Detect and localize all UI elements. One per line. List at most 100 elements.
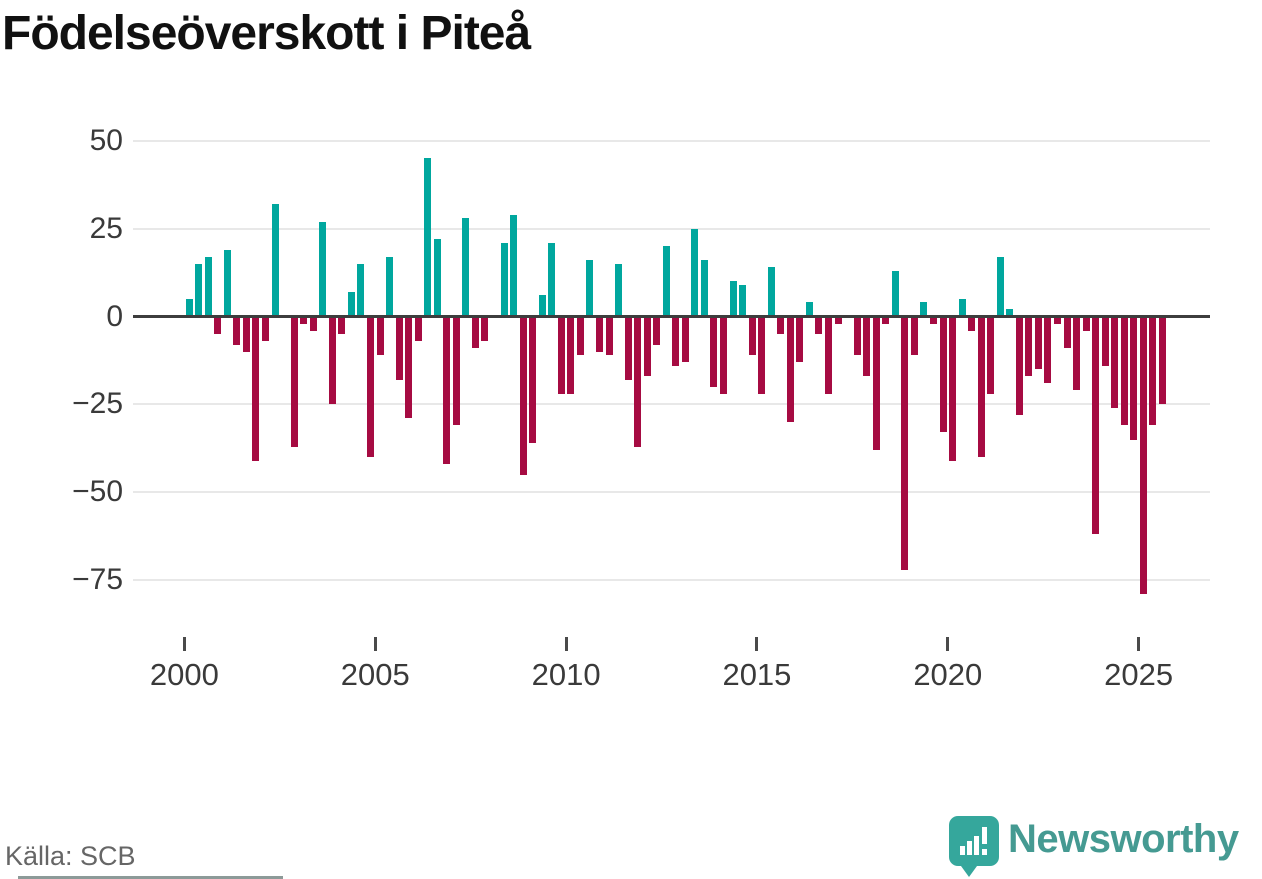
bar-2018-Q4 — [901, 316, 909, 570]
bar-2023-Q4 — [1092, 316, 1100, 535]
bar-2008-Q4 — [519, 316, 527, 475]
x-tick-2005 — [373, 637, 377, 651]
bar-2005-Q1 — [376, 316, 384, 356]
bar-2010-Q4 — [595, 316, 603, 352]
gridline--50 — [133, 491, 1210, 494]
bar-2004-Q1 — [338, 316, 346, 335]
bar-2021-Q1 — [987, 316, 995, 394]
bar-2023-Q1 — [1063, 316, 1071, 349]
bar-2025-Q3 — [1158, 316, 1166, 405]
bar-2002-Q2 — [271, 204, 279, 317]
x-tick-2020 — [946, 637, 950, 651]
bar-2003-Q4 — [328, 316, 336, 405]
x-axis-zero-line — [133, 315, 1210, 318]
x-axis-label-2015: 2015 — [722, 657, 792, 692]
x-tick-2025 — [1137, 637, 1141, 651]
bar-2020-Q1 — [949, 316, 957, 461]
bar-2019-Q3 — [929, 316, 937, 324]
bar-2012-Q4 — [672, 316, 680, 366]
bar-2017-Q3 — [853, 316, 861, 356]
bar-2009-Q1 — [529, 316, 537, 444]
bar-2020-Q2 — [958, 298, 966, 317]
bar-2013-Q3 — [700, 260, 708, 317]
bar-2013-Q1 — [681, 316, 689, 363]
bar-2009-Q4 — [557, 316, 565, 394]
bar-2006-Q4 — [443, 316, 451, 465]
bar-2017-Q1 — [834, 316, 842, 324]
bar-2011-Q4 — [634, 316, 642, 447]
bar-2006-Q2 — [424, 158, 432, 317]
bar-2023-Q2 — [1073, 316, 1081, 391]
newsworthy-wordmark: Newsworthy — [1008, 817, 1239, 861]
gridline--25 — [133, 403, 1210, 406]
bar-2012-Q3 — [662, 246, 670, 317]
x-tick-2010 — [564, 637, 568, 651]
bar-2011-Q2 — [615, 263, 623, 317]
newsworthy-logo: Newsworthy — [948, 815, 1258, 877]
bar-2007-Q2 — [462, 218, 470, 317]
bar-2021-Q3 — [1006, 309, 1014, 317]
gridline--75 — [133, 579, 1210, 582]
bar-2008-Q3 — [510, 214, 518, 317]
bar-2010-Q2 — [576, 316, 584, 356]
bar-2009-Q3 — [548, 242, 556, 317]
bar-2007-Q4 — [481, 316, 489, 342]
bar-2015-Q3 — [777, 316, 785, 335]
bar-2021-Q4 — [1015, 316, 1023, 415]
bar-2018-Q3 — [891, 270, 899, 317]
bar-2014-Q1 — [720, 316, 728, 394]
bar-2004-Q4 — [366, 316, 374, 458]
bar-2020-Q4 — [977, 316, 985, 458]
bar-2015-Q2 — [767, 267, 775, 317]
bar-2024-Q1 — [1101, 316, 1109, 366]
y-axis-label--50: −50 — [72, 475, 123, 509]
bar-2000-Q3 — [204, 256, 212, 317]
bar-2004-Q2 — [347, 291, 355, 317]
y-axis-label-25: 25 — [89, 211, 123, 245]
bar-2022-Q3 — [1044, 316, 1052, 384]
bar-2004-Q3 — [357, 263, 365, 317]
bottom-edge-strip — [18, 876, 283, 879]
bar-2018-Q1 — [872, 316, 880, 451]
x-axis-label-2005: 2005 — [340, 657, 410, 692]
bar-2024-Q4 — [1130, 316, 1138, 440]
bar-2022-Q1 — [1025, 316, 1033, 377]
bar-2018-Q2 — [882, 316, 890, 324]
bar-2021-Q2 — [996, 256, 1004, 317]
x-tick-2000 — [182, 637, 186, 651]
chart-title: Födelseöverskott i Piteå — [2, 7, 531, 60]
bar-2002-Q4 — [290, 316, 298, 447]
bar-2022-Q2 — [1034, 316, 1042, 370]
bar-2014-Q3 — [739, 284, 747, 317]
bar-2010-Q1 — [567, 316, 575, 394]
bar-2014-Q4 — [748, 316, 756, 356]
gridline-50 — [133, 139, 1210, 142]
bar-2011-Q3 — [624, 316, 632, 380]
bar-2025-Q1 — [1139, 316, 1147, 595]
bar-2016-Q3 — [815, 316, 823, 335]
bar-2007-Q1 — [452, 316, 460, 426]
bar-2005-Q4 — [405, 316, 413, 419]
bar-2007-Q3 — [471, 316, 479, 349]
x-axis-label-2020: 2020 — [913, 657, 983, 692]
bar-2011-Q1 — [605, 316, 613, 356]
x-tick-2015 — [755, 637, 759, 651]
bar-2016-Q2 — [805, 302, 813, 317]
gridline-25 — [133, 227, 1210, 230]
y-axis-label-0: 0 — [106, 299, 123, 333]
bar-2024-Q2 — [1111, 316, 1119, 408]
bar-2017-Q4 — [863, 316, 871, 377]
bar-2000-Q1 — [185, 298, 193, 317]
bar-2003-Q3 — [319, 221, 327, 317]
bar-2024-Q3 — [1120, 316, 1128, 426]
bar-2013-Q4 — [710, 316, 718, 387]
bar-2001-Q4 — [252, 316, 260, 461]
bar-2000-Q2 — [195, 263, 203, 317]
bar-2006-Q3 — [433, 239, 441, 317]
bar-2016-Q1 — [796, 316, 804, 363]
bar-2003-Q1 — [300, 316, 308, 324]
y-axis-label--25: −25 — [72, 387, 123, 421]
bar-2006-Q1 — [414, 316, 422, 342]
bar-2001-Q3 — [242, 316, 250, 352]
